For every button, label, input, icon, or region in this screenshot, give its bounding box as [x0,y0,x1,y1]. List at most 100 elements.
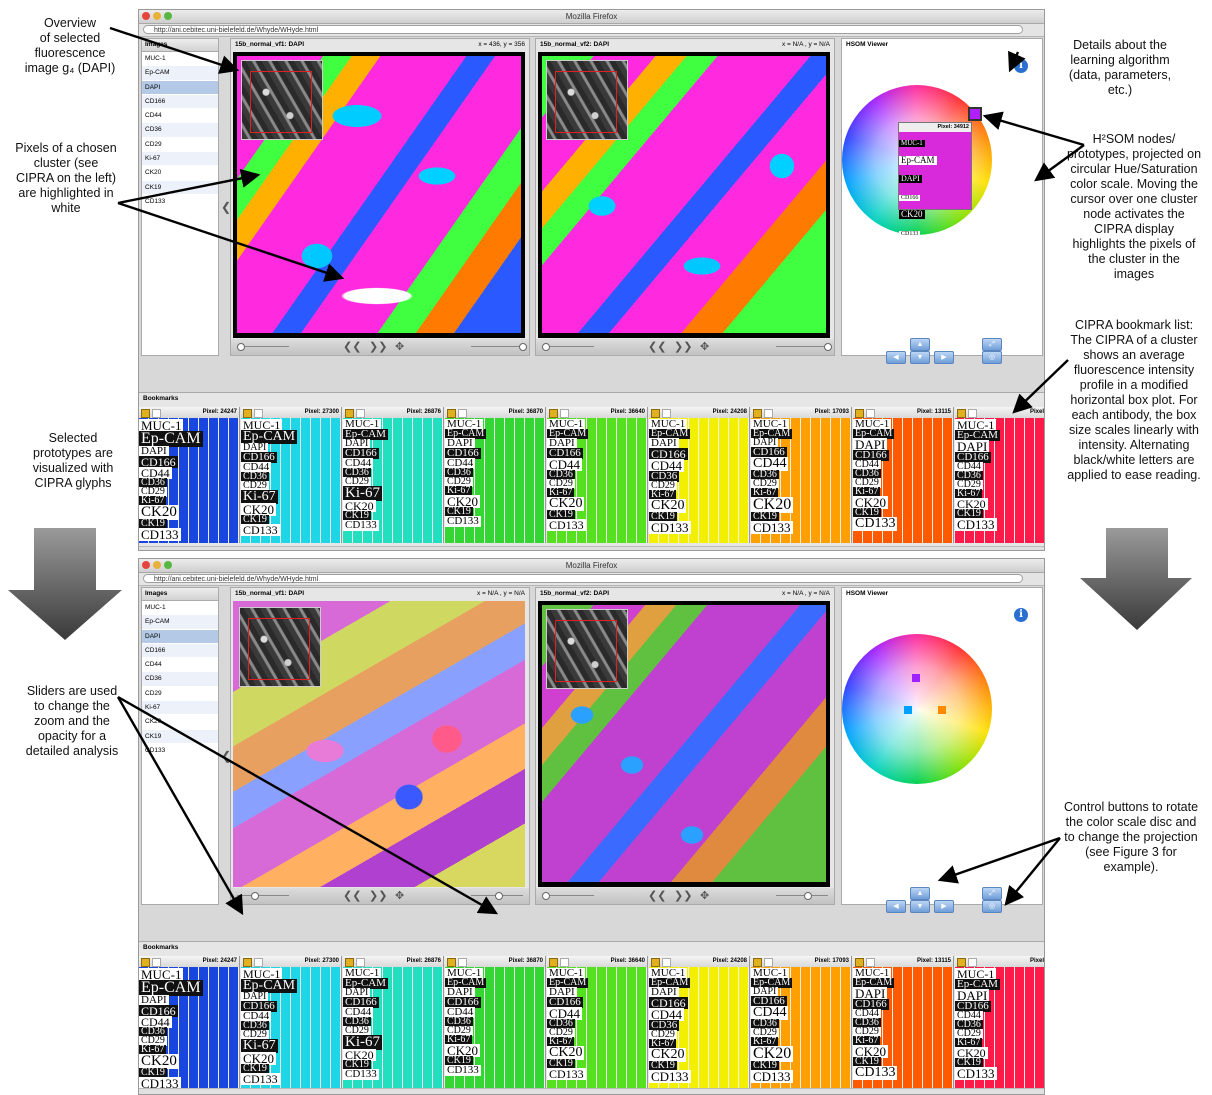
rewind-icon[interactable]: ❮❮ [343,890,362,902]
pin-icon[interactable] [356,409,365,418]
image-list-item[interactable]: DAPI [142,629,218,644]
bookmark-icon[interactable] [243,409,252,418]
pin-icon[interactable] [560,409,569,418]
fit-projection-button[interactable]: ⤢ [982,887,1002,900]
info-icon[interactable]: i [1014,608,1028,622]
color-scale-disc[interactable] [842,634,992,784]
pin-icon[interactable] [458,409,467,418]
reset-projection-button[interactable]: ◎ [982,900,1002,913]
cipra-glyph[interactable]: Pixel: 24208 MUC-1 Ep-CAM DAPI CD166 CD44 CD36… [649,956,750,1092]
image-list-item[interactable]: Ki-67 [142,701,218,716]
bookmark-icon[interactable] [753,958,762,967]
image-list-item[interactable]: DAPI [142,80,218,95]
cipra-glyph[interactable]: Pixel: 17093 MUC-1 Ep-CAM DAPI CD166 CD44 CD36… [751,956,852,1092]
image-list-item[interactable]: CK20 [142,166,218,181]
url-field[interactable]: http://ani.cebitec.uni-bielefeld.de/Whyd… [143,574,1023,583]
pin-icon[interactable] [662,409,671,418]
close-window-button[interactable] [142,12,150,20]
cipra-glyph[interactable]: Pixel: 2(MUC-1Ep-CAMDAPICD166CD44CD36CD2… [955,956,1044,1092]
cipra-glyph[interactable]: Pixel: 13115 MUC-1 Ep-CAM DAPI CD166 CD44 CD36… [853,407,954,543]
rotate-left-button[interactable]: ◀ [886,900,906,913]
image-list-item[interactable]: CD29 [142,138,218,153]
cipra-glyph[interactable]: Pixel: 26876 MUC-1 Ep-CAM DAPI CD166 CD44 CD36… [343,956,444,1092]
zoom-window-button[interactable] [164,12,172,20]
opacity-slider[interactable] [471,892,523,900]
fluorescence-image[interactable] [542,56,826,333]
opacity-slider[interactable] [776,343,832,351]
image-list-item[interactable]: CK19 [142,729,218,744]
bookmark-icon[interactable] [243,958,252,967]
opacity-slider[interactable] [776,892,828,900]
forward-icon[interactable]: ❯❯ [369,341,388,353]
image-list-item[interactable]: CD166 [142,643,218,659]
pin-icon[interactable] [866,958,875,967]
image-list-item[interactable]: CK20 [142,715,218,730]
hsom-node[interactable] [938,706,946,714]
move-icon[interactable]: ✥ [700,890,710,902]
image-list-item[interactable]: CD133 [142,744,218,759]
forward-icon[interactable]: ❯❯ [674,341,693,353]
pin-icon[interactable] [968,409,977,418]
cipra-glyph[interactable]: Pixel: 26876 MUC-1 Ep-CAM DAPI CD166 CD44 CD36… [343,407,444,543]
minimize-window-button[interactable] [153,12,161,20]
move-icon[interactable]: ✥ [700,341,710,353]
pin-icon[interactable] [662,958,671,967]
image-list-item[interactable]: CD29 [142,687,218,702]
rotate-up-button[interactable]: ▲ [910,338,930,351]
cipra-glyph[interactable]: Pixel: 27300 MUC-1 Ep-CAM DAPI CD166 CD44 CD36… [241,407,342,543]
overview-thumbnail[interactable] [241,60,323,140]
cipra-glyph[interactable]: Pixel: 27300 MUC-1 Ep-CAM DAPI CD166 CD44 CD36… [241,956,342,1092]
bookmark-icon[interactable] [345,958,354,967]
pin-icon[interactable] [764,409,773,418]
url-field[interactable]: http://ani.cebitec.uni-bielefeld.de/Whyd… [143,25,1023,34]
pin-icon[interactable] [968,958,977,967]
zoom-slider[interactable] [237,892,289,900]
image-list-item[interactable]: CD36 [142,672,218,687]
rotate-down-button[interactable]: ▼ [910,351,930,364]
bookmark-icon[interactable] [141,958,150,967]
rewind-icon[interactable]: ❮❮ [648,890,667,902]
cipra-glyph[interactable]: Pixel: 36640 MUC-1 Ep-CAM DAPI CD166 CD44 CD36… [547,956,648,1092]
rotate-right-button[interactable]: ▶ [934,351,954,364]
bookmark-icon[interactable] [753,409,762,418]
image-list-item[interactable]: Ep-CAM [142,615,218,630]
fit-projection-button[interactable]: ⤢ [982,338,1002,351]
pin-icon[interactable] [152,409,161,418]
bookmark-icon[interactable] [549,409,558,418]
bookmark-icon[interactable] [447,409,456,418]
image-list-item[interactable]: CD36 [142,123,218,138]
rotate-up-button[interactable]: ▲ [910,887,930,900]
reset-projection-button[interactable]: ◎ [982,351,1002,364]
image-list-item[interactable]: CD166 [142,94,218,110]
image-list-item[interactable]: Ki-67 [142,152,218,167]
bookmark-icon[interactable] [855,409,864,418]
horizontal-scrollbar[interactable] [139,546,1044,550]
overview-thumbnail[interactable] [546,60,628,140]
bookmark-icon[interactable] [957,409,966,418]
pin-icon[interactable] [254,409,263,418]
rewind-icon[interactable]: ❮❮ [648,341,667,353]
image-list-item[interactable]: CD133 [142,195,218,210]
bookmark-icon[interactable] [855,958,864,967]
info-icon[interactable]: i [1014,59,1028,73]
image-list-item[interactable]: CD44 [142,109,218,124]
pin-icon[interactable] [458,958,467,967]
close-window-button[interactable] [142,561,150,569]
pin-icon[interactable] [152,958,161,967]
cipra-glyph[interactable]: Pixel: 36640 MUC-1 Ep-CAM DAPI CD166 CD44 CD36… [547,407,648,543]
bookmark-icon[interactable] [957,958,966,967]
pin-icon[interactable] [866,409,875,418]
rewind-icon[interactable]: ❮❮ [343,341,362,353]
cipra-glyph[interactable]: Pixel: 24208 MUC-1 Ep-CAM DAPI CD166 CD44 CD36… [649,407,750,543]
image-list-item[interactable]: MUC-1 [142,52,218,67]
overview-thumbnail[interactable] [239,607,321,687]
bookmark-icon[interactable] [345,409,354,418]
cipra-glyph[interactable]: Pixel: 36870 MUC-1 Ep-CAM DAPI CD166 CD44 CD36… [445,956,546,1092]
pin-icon[interactable] [356,958,365,967]
image-list-item[interactable]: Ep-CAM [142,66,218,81]
rotate-right-button[interactable]: ▶ [934,900,954,913]
cipra-glyph[interactable]: Pixel: 13115 MUC-1 Ep-CAM DAPI CD166 CD44 CD36… [853,956,954,1092]
zoom-slider[interactable] [542,892,594,900]
bookmark-icon[interactable] [447,958,456,967]
fluorescence-image[interactable] [542,605,826,882]
